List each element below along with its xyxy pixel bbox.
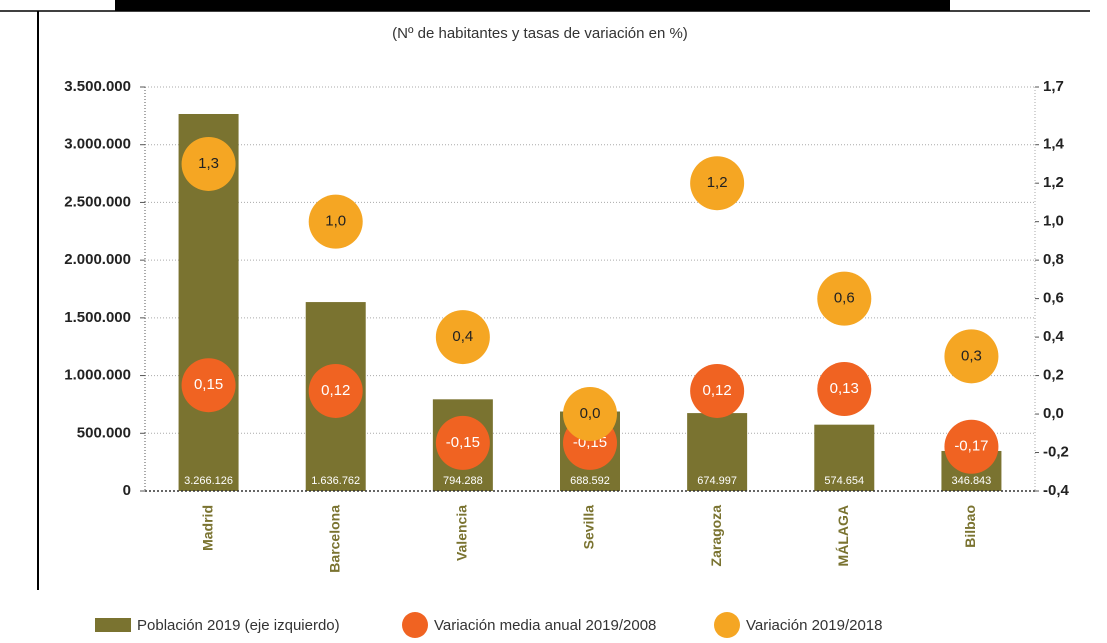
bar-label: 688.592 (570, 475, 610, 487)
y2-tick-label: 0,2 (1043, 367, 1064, 384)
dot-label: 0,13 (830, 380, 859, 397)
legend-swatch (402, 612, 428, 638)
dot (181, 358, 236, 413)
title-bar (115, 0, 950, 11)
bar-label: 1.636.762 (311, 475, 360, 487)
dot (308, 194, 363, 249)
dot (690, 156, 745, 211)
dot (435, 415, 490, 470)
x-tick-label: Barcelona (326, 505, 342, 573)
y2-tick-label: 0,8 (1043, 251, 1064, 268)
dot-label: 0,12 (321, 382, 350, 399)
dot-label: 0,0 (580, 405, 601, 422)
dot (690, 363, 745, 418)
y-tick-label: 3.000.000 (64, 136, 131, 153)
legend-label: Población 2019 (eje izquierdo) (137, 617, 340, 634)
dot (308, 363, 363, 418)
y-tick-label: 500.000 (77, 424, 131, 441)
bar-label: 574.654 (824, 475, 864, 487)
y2-tick-label: -0,4 (1043, 482, 1070, 499)
legend-swatch (95, 618, 131, 632)
bar-label: 3.266.126 (184, 475, 233, 487)
x-tick-label: Sevilla (581, 505, 597, 550)
bar-label: 794.288 (443, 475, 483, 487)
y2-tick-label: 1,2 (1043, 174, 1064, 191)
y-tick-label: 2.000.000 (64, 251, 131, 268)
x-tick-label: MÁLAGA (835, 505, 851, 566)
dot-label: 0,12 (703, 382, 732, 399)
legend-label: Variación 2019/2018 (746, 617, 883, 634)
y-tick-label: 1.000.000 (64, 367, 131, 384)
x-tick-label: Bilbao (962, 505, 978, 548)
dot-label: -0,15 (446, 434, 480, 451)
dot-label: -0,17 (954, 438, 988, 455)
dot-label: 0,4 (452, 328, 473, 345)
y2-tick-label: 0,6 (1043, 290, 1064, 307)
bar-label: 674.997 (697, 475, 737, 487)
bar (687, 413, 748, 491)
x-tick-label: Madrid (199, 505, 215, 551)
dot (563, 387, 617, 442)
y-tick-label: 0 (123, 482, 131, 499)
dot (181, 136, 236, 191)
y-tick-label: 2.500.000 (64, 193, 131, 210)
y2-tick-label: -0,2 (1043, 443, 1069, 460)
dot-label: 1,2 (707, 174, 728, 191)
dot-label: 0,15 (194, 376, 223, 393)
dot (435, 310, 490, 365)
y2-tick-label: 0,4 (1043, 328, 1065, 345)
dot (817, 362, 872, 417)
dot-label: 0,6 (834, 290, 855, 307)
y2-tick-label: 1,4 (1043, 136, 1065, 153)
y-tick-label: 3.500.000 (64, 78, 131, 95)
y2-tick-label: 1,0 (1043, 213, 1064, 230)
dot-label: 0,3 (961, 347, 982, 364)
legend-swatch (714, 612, 740, 638)
subtitle: (Nº de habitantes y tasas de variación e… (392, 25, 688, 42)
dot (817, 271, 872, 326)
legend-label: Variación media anual 2019/2008 (434, 617, 656, 634)
dot (944, 419, 999, 474)
y-tick-label: 1.500.000 (64, 309, 131, 326)
dot (944, 329, 999, 384)
x-tick-label: Valencia (454, 505, 470, 561)
y2-tick-label: 1,7 (1043, 78, 1064, 95)
x-tick-label: Zaragoza (708, 505, 724, 567)
y2-tick-label: 0,0 (1043, 405, 1064, 422)
dot-label: 1,3 (198, 155, 219, 172)
bar (814, 424, 875, 491)
bar-label: 346.843 (952, 475, 992, 487)
dot-label: 1,0 (325, 213, 346, 230)
